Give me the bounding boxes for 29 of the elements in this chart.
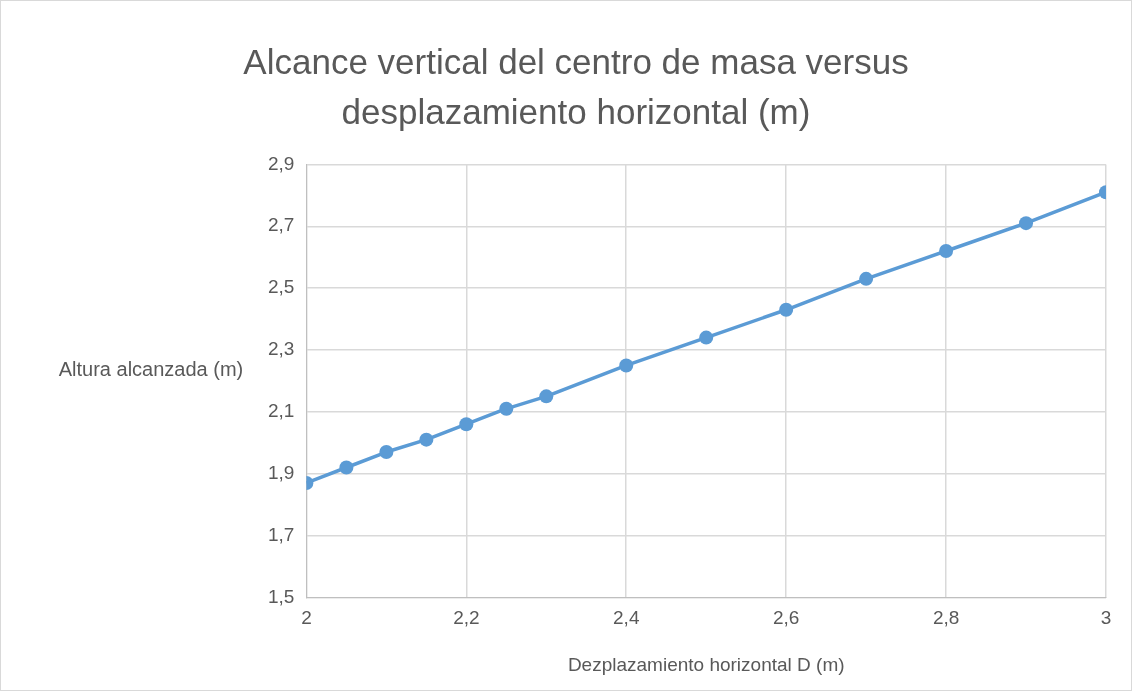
y-tick-label: 1,9 bbox=[267, 461, 295, 483]
point bbox=[699, 330, 714, 345]
point bbox=[859, 271, 874, 286]
x-tick-label: 2,2 bbox=[453, 607, 480, 629]
point bbox=[539, 389, 554, 404]
y-tick-label: 1,7 bbox=[267, 523, 295, 545]
y-tick-label: 2,7 bbox=[267, 214, 295, 236]
x-tick-label: 2,8 bbox=[932, 607, 960, 629]
y-tick-label: 1,5 bbox=[267, 585, 295, 607]
y-tick-label: 2,3 bbox=[267, 338, 295, 360]
x-tick-label: 2,4 bbox=[613, 607, 640, 629]
point bbox=[619, 358, 634, 373]
x-tick-label: 2,6 bbox=[772, 607, 800, 629]
x-tick-label: 2 bbox=[301, 607, 312, 629]
y-tick-label: 2,5 bbox=[267, 276, 295, 298]
x-tick-label: 3 bbox=[1100, 607, 1112, 629]
chart-title: Alcance vertical del centro de masa versus desplazamiento horizontal (m) bbox=[242, 41, 910, 133]
y-axis-title: Altura alcanzada (m) bbox=[58, 358, 244, 380]
point bbox=[339, 460, 354, 475]
x-axis-title: Dezplazamiento horizontal D (m) bbox=[567, 653, 845, 675]
point bbox=[379, 445, 394, 460]
point bbox=[1019, 216, 1034, 231]
y-tick-label: 2,1 bbox=[267, 400, 295, 422]
point bbox=[939, 244, 954, 258]
point bbox=[499, 401, 514, 416]
point bbox=[779, 302, 794, 317]
point bbox=[419, 432, 434, 447]
point bbox=[459, 417, 474, 432]
y-tick-label: 2,9 bbox=[267, 152, 295, 174]
